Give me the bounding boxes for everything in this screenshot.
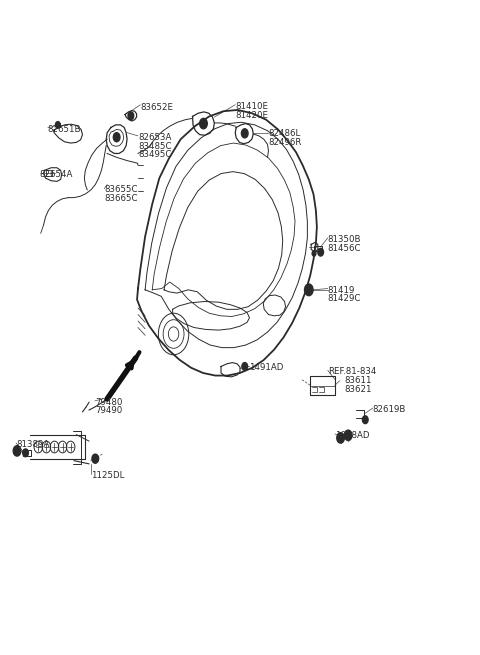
Text: 79480: 79480 bbox=[95, 398, 122, 407]
Text: 83485C: 83485C bbox=[138, 141, 171, 151]
Text: 82653A: 82653A bbox=[138, 134, 171, 142]
Circle shape bbox=[23, 449, 28, 457]
Circle shape bbox=[318, 248, 324, 256]
Text: 1491AD: 1491AD bbox=[249, 364, 283, 372]
Circle shape bbox=[200, 119, 207, 129]
Text: 81420E: 81420E bbox=[235, 111, 268, 120]
Text: 81350B: 81350B bbox=[328, 235, 361, 244]
Text: 81389A: 81389A bbox=[16, 440, 49, 449]
Text: 81456C: 81456C bbox=[328, 244, 361, 253]
Text: 83665C: 83665C bbox=[104, 194, 138, 203]
Text: 81429C: 81429C bbox=[328, 295, 361, 303]
Circle shape bbox=[362, 416, 368, 424]
Text: 82651B: 82651B bbox=[48, 125, 81, 134]
Circle shape bbox=[92, 454, 98, 463]
Text: 82486L: 82486L bbox=[268, 130, 300, 138]
Circle shape bbox=[344, 430, 352, 441]
Text: 82654A: 82654A bbox=[40, 170, 73, 179]
Text: 83655C: 83655C bbox=[104, 185, 138, 195]
Circle shape bbox=[337, 433, 344, 443]
Circle shape bbox=[56, 122, 60, 128]
Circle shape bbox=[13, 445, 21, 456]
Text: 82496R: 82496R bbox=[268, 138, 302, 147]
Text: 1125DL: 1125DL bbox=[91, 471, 124, 480]
Text: 83621: 83621 bbox=[344, 384, 372, 394]
Circle shape bbox=[128, 112, 134, 120]
Text: 1018AD: 1018AD bbox=[335, 431, 370, 440]
Text: 79490: 79490 bbox=[95, 406, 122, 415]
Text: 83652E: 83652E bbox=[140, 103, 173, 113]
Circle shape bbox=[304, 284, 313, 295]
Text: 81419: 81419 bbox=[328, 286, 355, 295]
Text: 81410E: 81410E bbox=[235, 102, 268, 111]
Text: 83495C: 83495C bbox=[138, 150, 171, 159]
Circle shape bbox=[312, 251, 316, 256]
Text: 82619B: 82619B bbox=[373, 405, 406, 415]
Text: 83611: 83611 bbox=[344, 376, 372, 385]
Circle shape bbox=[241, 129, 248, 138]
Circle shape bbox=[242, 363, 248, 370]
Circle shape bbox=[113, 133, 120, 141]
Text: REF.81-834: REF.81-834 bbox=[328, 367, 376, 376]
